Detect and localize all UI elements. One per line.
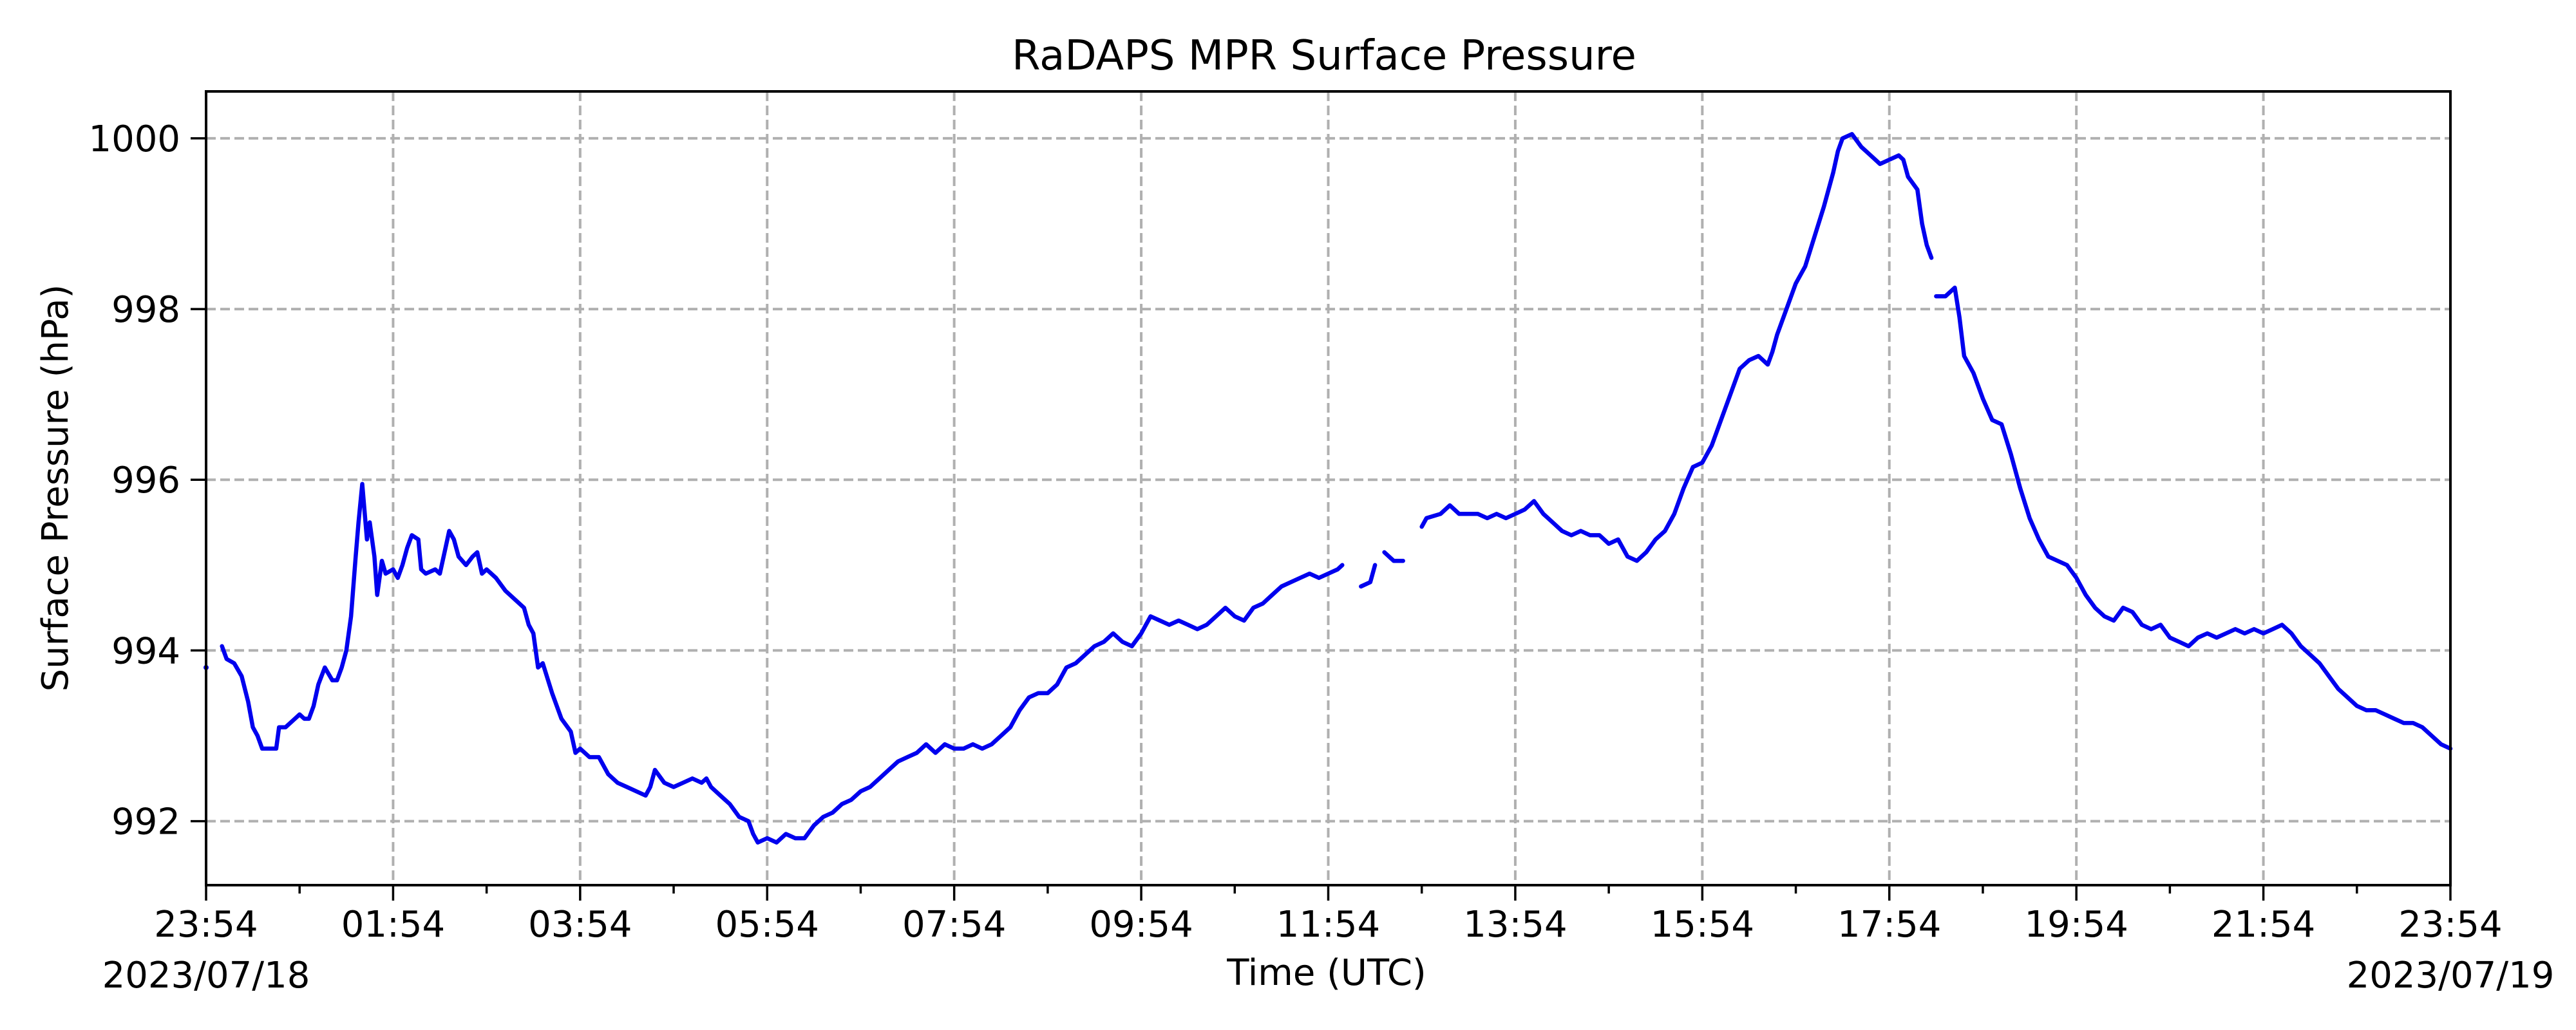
x-tick-label: 07:54 [902,904,1006,946]
series-line-segment [1934,285,2453,751]
x-tick-label: 01:54 [341,904,445,946]
x-tick-label: 17:54 [1837,904,1941,946]
x-tick-label: 21:54 [2211,904,2315,946]
x-tick-label: 03:54 [528,904,632,946]
x-tick-date: 2023/07/19 [2347,955,2555,997]
x-tick-label: 11:54 [1276,904,1380,946]
y-axis-label: Surface Pressure (hPa) [35,285,77,692]
y-tick-label: 994 [111,630,180,672]
x-axis-label: Time (UTC) [1226,952,1426,994]
y-tick-label: 992 [111,801,180,843]
series-line-segment [1382,550,1405,563]
series-line-segment [1419,132,1934,563]
grid [206,91,2450,885]
y-tick-label: 998 [111,289,180,331]
axis-ticks: 23:54 2023/07/18 01:54 03:54 05:54 07:54 09:54… [88,118,2554,997]
x-tick-label: 23:54 [154,904,258,946]
x-tick-label: 15:54 [1651,904,1754,946]
x-tick-label: 19:54 [2024,904,2128,946]
x-tick-date: 2023/07/18 [102,955,310,997]
y-tick-label: 996 [111,460,180,501]
x-tick-label: 23:54 [2398,904,2502,946]
x-tick-label: 09:54 [1089,904,1193,946]
series-line-segment [220,482,1345,845]
x-tick-label: 13:54 [1463,904,1567,946]
y-tick-label: 1000 [88,118,180,160]
series-line-segment [1359,563,1378,589]
x-tick-label: 05:54 [715,904,819,946]
chart-title: RaDAPS MPR Surface Pressure [1012,32,1636,80]
